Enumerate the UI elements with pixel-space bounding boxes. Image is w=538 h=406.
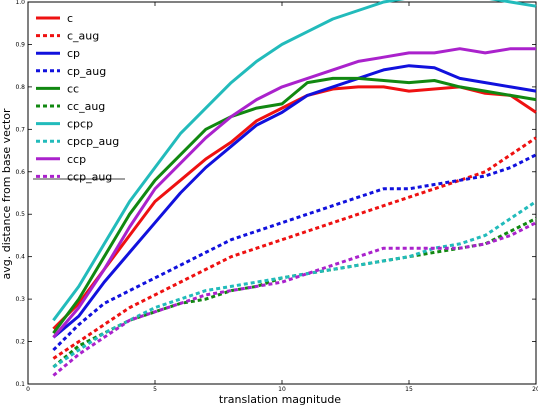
legend-label-cc-aug: cc_aug (67, 100, 105, 113)
y-tick-label: 0.3 (15, 296, 25, 303)
legend-label-cp: cp (67, 47, 80, 60)
y-tick-label: 0.6 (15, 169, 25, 176)
plot-frame (27, 1, 537, 385)
x-axis-label: translation magnitude (219, 393, 341, 406)
legend-label-cp-aug: cp_aug (67, 65, 106, 78)
x-tick-label: 5 (153, 386, 157, 393)
legend-label-cc: cc (67, 82, 79, 95)
legend-label-ccp: ccp (67, 153, 86, 166)
legend-label-c: c (67, 12, 73, 25)
legend-label-c-aug: c_aug (67, 30, 99, 43)
series-line-cp-aug (52, 153, 537, 352)
y-tick-label: 0.1 (15, 381, 25, 388)
x-tick-label: 10 (278, 386, 286, 393)
y-tick-label: 0.8 (15, 84, 25, 91)
y-tick-label: 0.2 (15, 339, 25, 346)
x-tick-label: 0 (26, 386, 30, 393)
y-tick-label: 1.0 (15, 0, 25, 6)
y-tick-label: 0.4 (15, 254, 25, 261)
legend-label-ccp-aug: ccp_aug (67, 170, 112, 183)
series-line-ccp-aug (52, 221, 537, 377)
y-axis-label: avg. distance from base vector (0, 108, 13, 280)
series-line-cp (52, 64, 537, 339)
series-line-ccp (52, 47, 536, 339)
legend: cc_augcpcp_augcccc_augcpcpcpcp_augccpccp… (33, 12, 125, 183)
series-line-cc (52, 76, 537, 334)
y-tick-label: 0.5 (15, 211, 25, 218)
series-line-cpcp-aug (52, 200, 537, 369)
legend-label-cpcp: cpcp (67, 118, 93, 131)
x-tick-label: 15 (405, 386, 413, 393)
legend-label-cpcp-aug: cpcp_aug (67, 135, 119, 148)
x-tick-label: 20 (532, 386, 538, 393)
y-tick-label: 0.7 (15, 126, 25, 133)
series-line-cpcp (52, 0, 537, 322)
y-tick-label: 0.9 (15, 41, 25, 48)
series-line-c-aug (52, 136, 537, 360)
